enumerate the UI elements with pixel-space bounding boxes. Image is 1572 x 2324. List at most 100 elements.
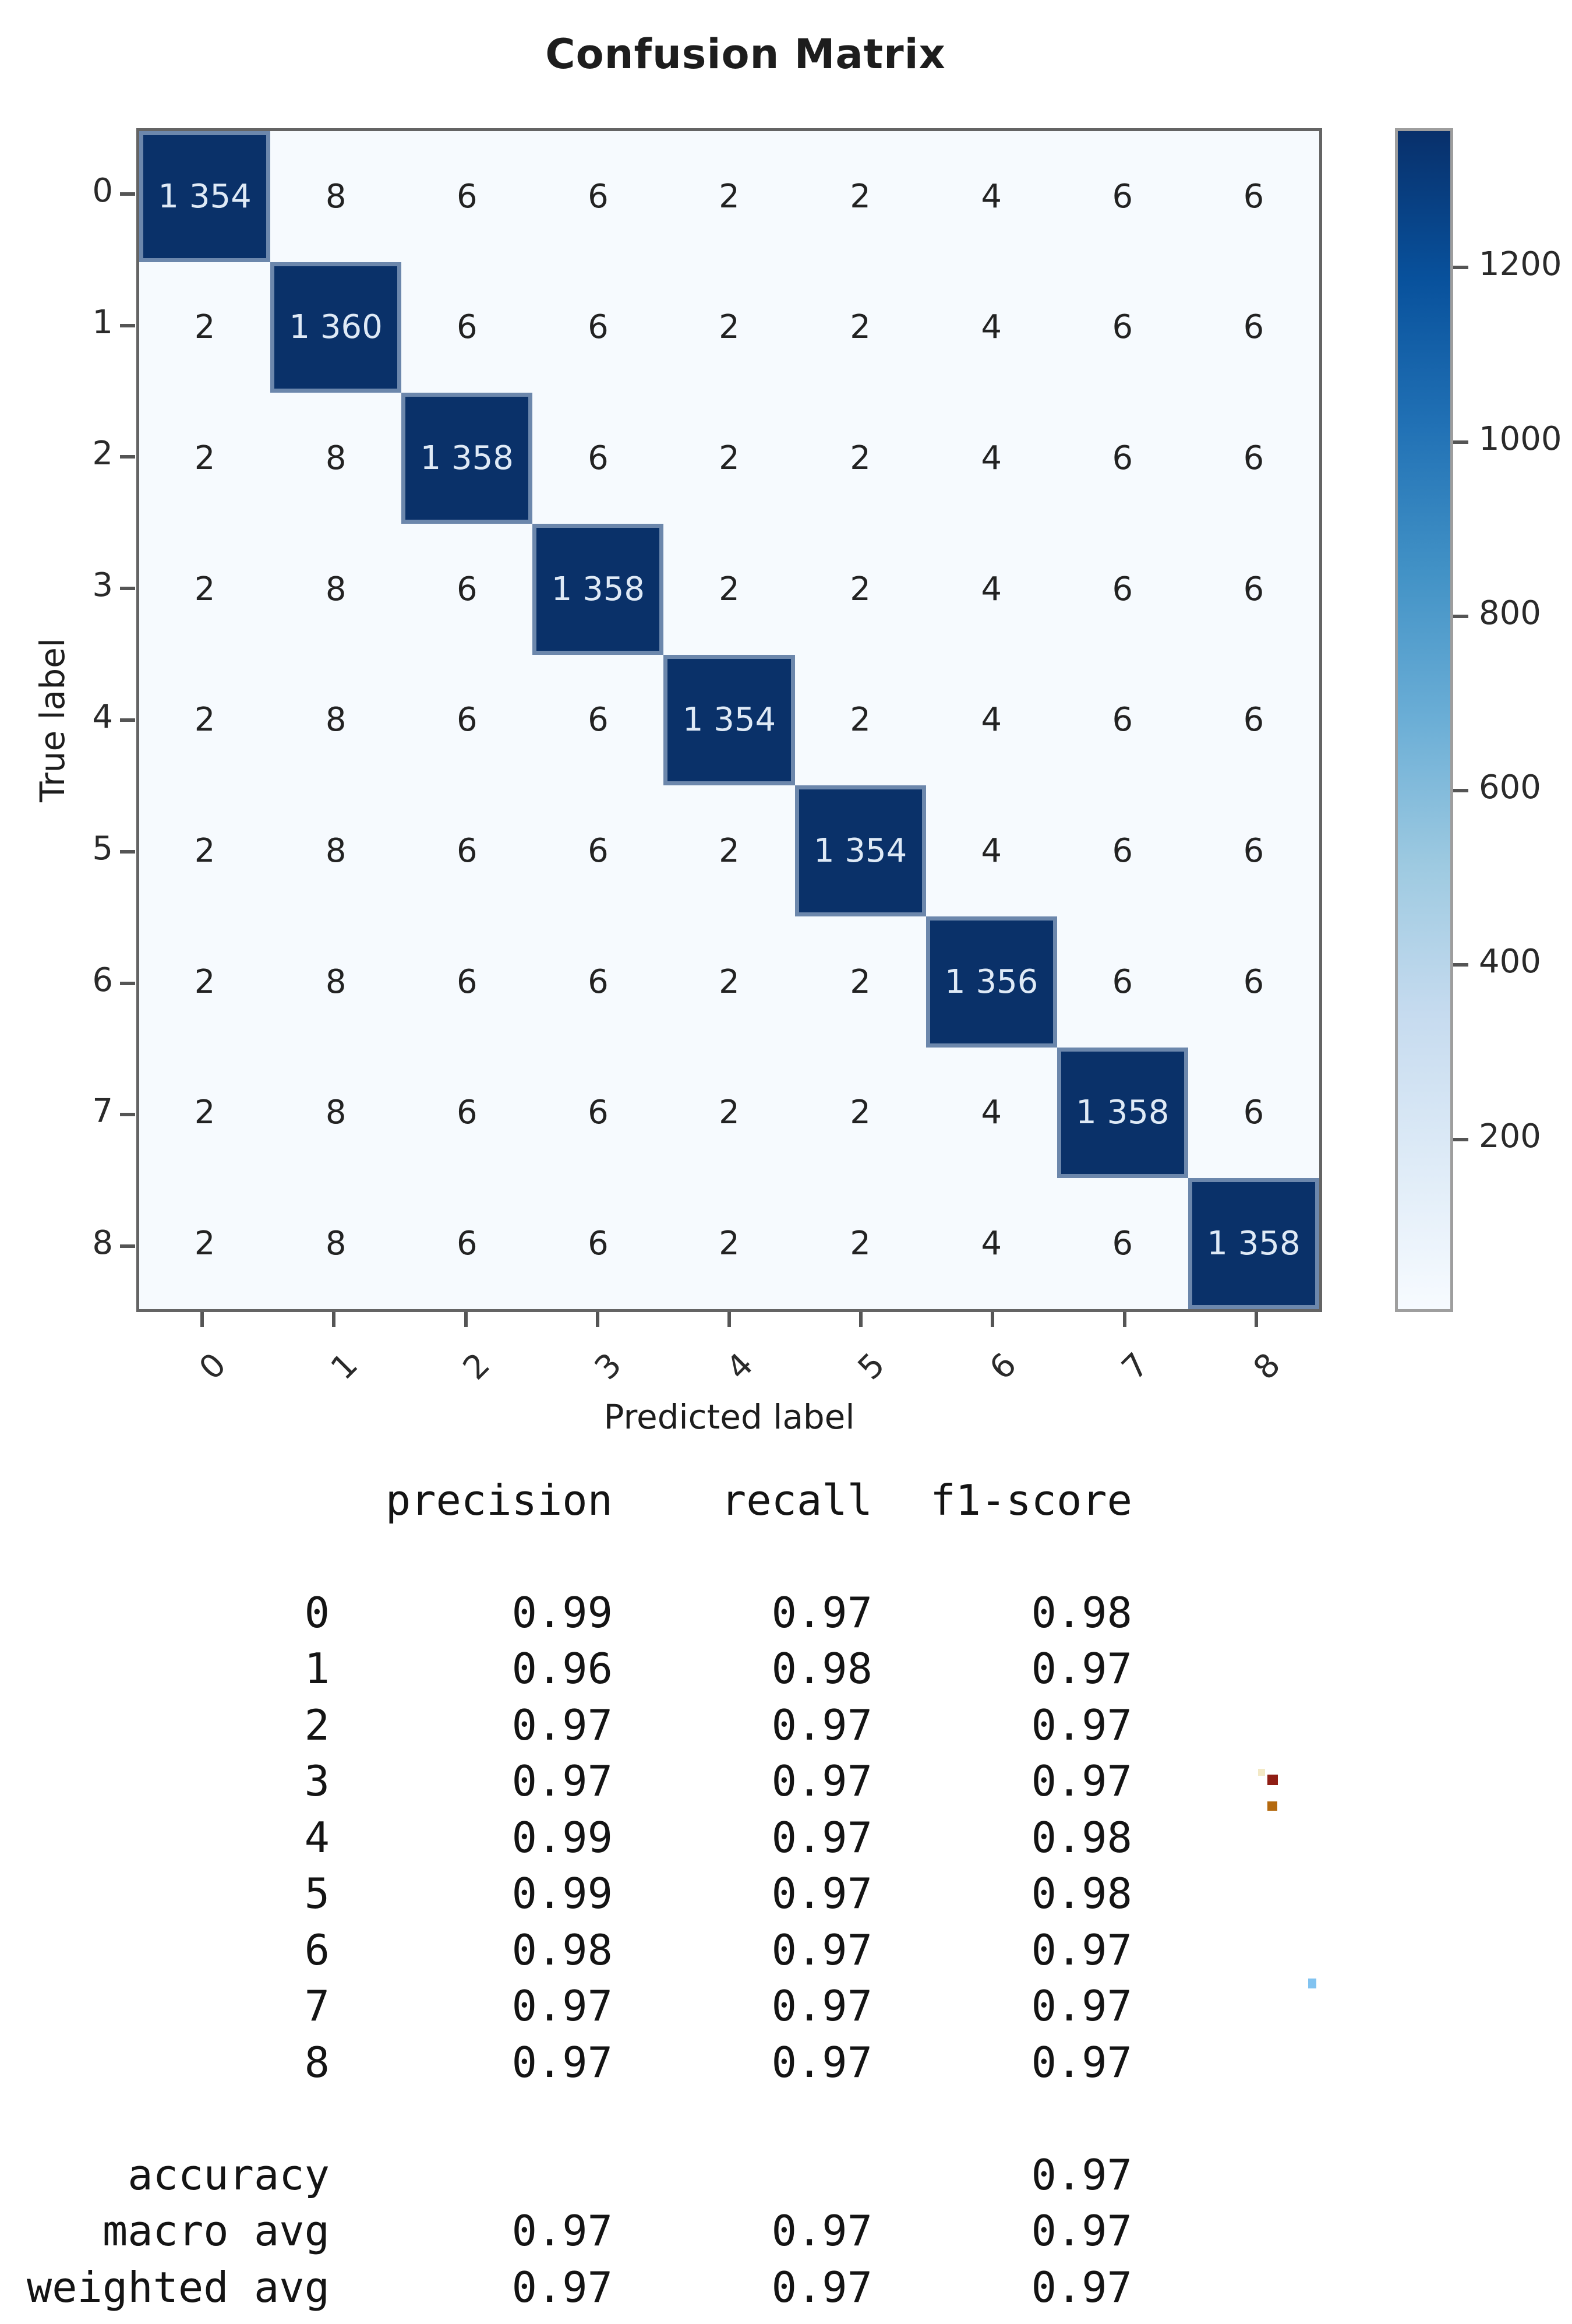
report-cell: 5 — [304, 1869, 330, 1918]
matrix-cell: 2 — [850, 962, 871, 1001]
matrix-cell: 6 — [588, 832, 609, 870]
x-tick-mark — [1122, 1312, 1126, 1327]
matrix-cell: 2 — [850, 177, 871, 216]
report-cell: 0.97 — [1031, 2037, 1132, 2087]
matrix-cell: 6 — [588, 439, 609, 478]
x-tick-label: 1 — [324, 1346, 366, 1388]
matrix-cell: 8 — [325, 1094, 347, 1132]
y-tick-mark — [120, 981, 135, 985]
heatmap: 1 354 8 6 6 2 2 4 6 6 2 1 360 6 6 2 2 4 6 6 2 8 1 358 6 2 2 4 6 6 2… — [136, 128, 1322, 1312]
colorbar-tick-label: 800 — [1479, 594, 1541, 632]
colorbar-tick-label: 600 — [1479, 768, 1541, 807]
report-cell: 3 — [304, 1757, 330, 1805]
x-tick-mark — [991, 1312, 995, 1327]
report-cell: 0.98 — [511, 1925, 613, 1974]
report-cell: 0.98 — [1031, 1869, 1132, 1918]
report-cell: 0.97 — [771, 2037, 872, 2087]
y-tick-label: 0 — [92, 171, 113, 210]
matrix-cell: 6 — [456, 1094, 478, 1132]
report-cell: 0.98 — [1031, 1812, 1132, 1862]
matrix-cell: 2 — [850, 570, 871, 608]
report-cell: 0.98 — [771, 1644, 872, 1693]
matrix-cell: 2 — [719, 1094, 740, 1132]
y-tick-mark — [120, 455, 135, 459]
matrix-cell: 2 — [850, 308, 871, 347]
matrix-cell: 6 — [456, 308, 478, 347]
matrix-cell: 4 — [981, 570, 1002, 608]
report-cell: 0.97 — [511, 1981, 613, 2030]
report-cell — [613, 2147, 872, 2203]
matrix-cell: 6 — [588, 308, 609, 347]
y-tick-mark — [120, 1244, 135, 1249]
artifact-dot — [1258, 1769, 1265, 1776]
colorbar-tick-mark — [1453, 963, 1468, 967]
x-tick-label: 8 — [1246, 1346, 1288, 1388]
matrix-cell: 6 — [1243, 570, 1264, 608]
report-row: 4 0.99 0.97 0.98 — [0, 1810, 1132, 1866]
matrix-cell: 8 — [325, 962, 347, 1001]
report-cell: 0.97 — [771, 1757, 872, 1805]
report-cell: 0.97 — [771, 1812, 872, 1862]
y-tick-mark — [120, 587, 135, 591]
matrix-cell: 6 — [1112, 308, 1133, 347]
matrix-cell: 6 — [1243, 439, 1264, 478]
matrix-cell: 1 354 — [663, 654, 795, 786]
matrix-cell: 2 — [194, 570, 216, 608]
y-tick-mark — [120, 849, 135, 854]
matrix-cell: 1 354 — [139, 131, 271, 262]
y-tick-label: 6 — [92, 961, 113, 999]
report-cell: 8 — [304, 2037, 330, 2087]
matrix-cell: 2 — [850, 701, 871, 739]
report-cell: 0.97 — [1031, 1925, 1132, 1974]
y-tick-label: 4 — [92, 698, 113, 736]
report-cell: 0.97 — [1031, 2206, 1132, 2255]
report-cell: weighted avg — [26, 2262, 330, 2312]
report-cell: 0.97 — [771, 1588, 872, 1637]
matrix-cell: 6 — [1243, 962, 1264, 1001]
report-cell — [0, 1472, 330, 1529]
colorbar-tick-mark — [1453, 614, 1468, 618]
y-tick-mark — [120, 718, 135, 722]
colorbar-tick-label: 200 — [1479, 1117, 1541, 1155]
report-row: accuracy 0.97 — [0, 2147, 1132, 2203]
report-cell: 0.99 — [511, 1812, 613, 1862]
matrix-cell: 2 — [719, 832, 740, 870]
matrix-cell: 4 — [981, 1225, 1002, 1263]
matrix-cell: 4 — [981, 1094, 1002, 1132]
matrix-cell: 4 — [981, 308, 1002, 347]
colorbar-tick-mark — [1453, 1137, 1468, 1141]
matrix-cell: 1 360 — [270, 262, 402, 393]
report-row: 6 0.98 0.97 0.97 — [0, 1922, 1132, 1979]
matrix-cell: 8 — [325, 832, 347, 870]
x-tick-mark — [595, 1312, 599, 1327]
report-cell: 2 — [304, 1700, 330, 1750]
colorbar-tick-label: 1000 — [1479, 419, 1562, 458]
colorbar — [1395, 128, 1453, 1312]
matrix-cell: 6 — [1112, 701, 1133, 739]
report-cell: 0.97 — [511, 1700, 613, 1750]
report-row: 2 0.97 0.97 0.97 — [0, 1697, 1132, 1754]
matrix-cell: 6 — [588, 1225, 609, 1263]
matrix-cell: 4 — [981, 177, 1002, 216]
matrix-cell: 6 — [1112, 1225, 1133, 1263]
colorbar-tick-label: 1200 — [1479, 245, 1562, 284]
report-row: 8 0.97 0.97 0.97 — [0, 2034, 1132, 2091]
matrix-cell: 6 — [588, 701, 609, 739]
matrix-cell: 6 — [1243, 177, 1264, 216]
report-row: 1 0.96 0.98 0.97 — [0, 1641, 1132, 1697]
report-cell: 0.97 — [511, 2262, 613, 2312]
y-tick-label: 1 — [92, 303, 113, 341]
report-cell: 0.97 — [1031, 2150, 1132, 2199]
report-cell: 0.97 — [511, 1757, 613, 1805]
x-tick-mark — [727, 1312, 731, 1327]
matrix-cell: 2 — [719, 570, 740, 608]
report-cell: 0.97 — [771, 2262, 872, 2312]
report-row: precision recall f1-score — [0, 1472, 1132, 1529]
y-tick-mark — [120, 323, 135, 327]
matrix-cell: 6 — [1112, 439, 1133, 478]
report-cell: 0.97 — [771, 1925, 872, 1974]
matrix-cell: 4 — [981, 439, 1002, 478]
report-cell: 7 — [304, 1981, 330, 2030]
report-cell: 1 — [304, 1644, 330, 1693]
